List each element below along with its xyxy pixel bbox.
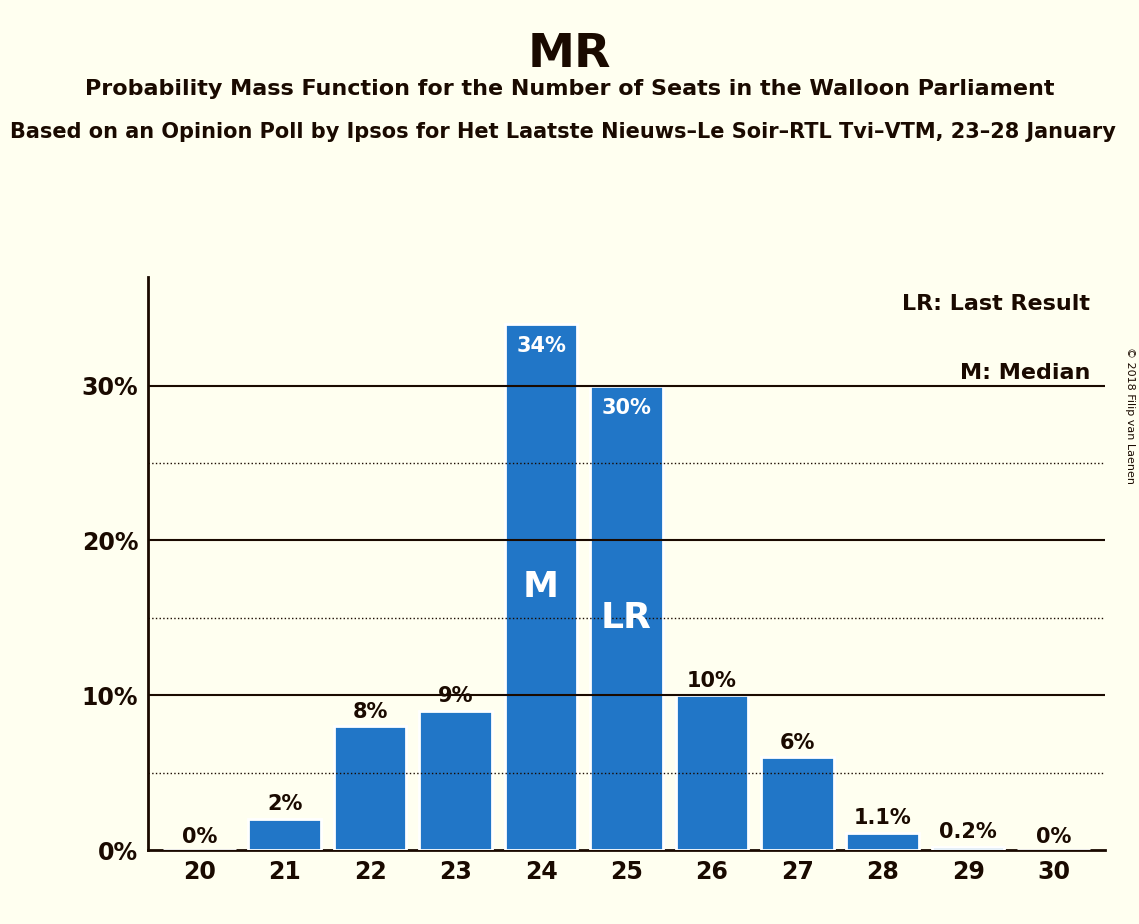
Text: LR: LR	[601, 601, 652, 635]
Bar	[761, 757, 834, 850]
Text: 0.2%: 0.2%	[940, 822, 997, 843]
Text: 9%: 9%	[437, 687, 474, 706]
Bar	[590, 385, 663, 850]
Text: 34%: 34%	[516, 336, 566, 356]
Text: 0%: 0%	[1035, 827, 1072, 847]
Bar	[846, 833, 919, 850]
Text: Based on an Opinion Poll by Ipsos for Het Laatste Nieuws–Le Soir–RTL Tvi–VTM, 23: Based on an Opinion Poll by Ipsos for He…	[10, 122, 1116, 142]
Bar	[932, 847, 1005, 850]
Bar	[505, 323, 577, 850]
Text: Probability Mass Function for the Number of Seats in the Walloon Parliament: Probability Mass Function for the Number…	[84, 79, 1055, 99]
Text: 2%: 2%	[267, 795, 303, 814]
Text: 8%: 8%	[352, 701, 388, 722]
Bar	[675, 695, 748, 850]
Bar	[334, 726, 407, 850]
Text: 6%: 6%	[779, 733, 816, 752]
Text: M: M	[523, 570, 559, 604]
Text: LR: Last Result: LR: Last Result	[902, 295, 1090, 314]
Text: 10%: 10%	[687, 671, 737, 690]
Text: 0%: 0%	[181, 827, 218, 847]
Bar	[419, 711, 492, 850]
Text: MR: MR	[527, 32, 612, 78]
Bar	[248, 819, 321, 850]
Text: 1.1%: 1.1%	[854, 808, 911, 829]
Text: 30%: 30%	[601, 398, 652, 418]
Text: © 2018 Filip van Laenen: © 2018 Filip van Laenen	[1125, 347, 1134, 484]
Text: M: Median: M: Median	[960, 363, 1090, 383]
